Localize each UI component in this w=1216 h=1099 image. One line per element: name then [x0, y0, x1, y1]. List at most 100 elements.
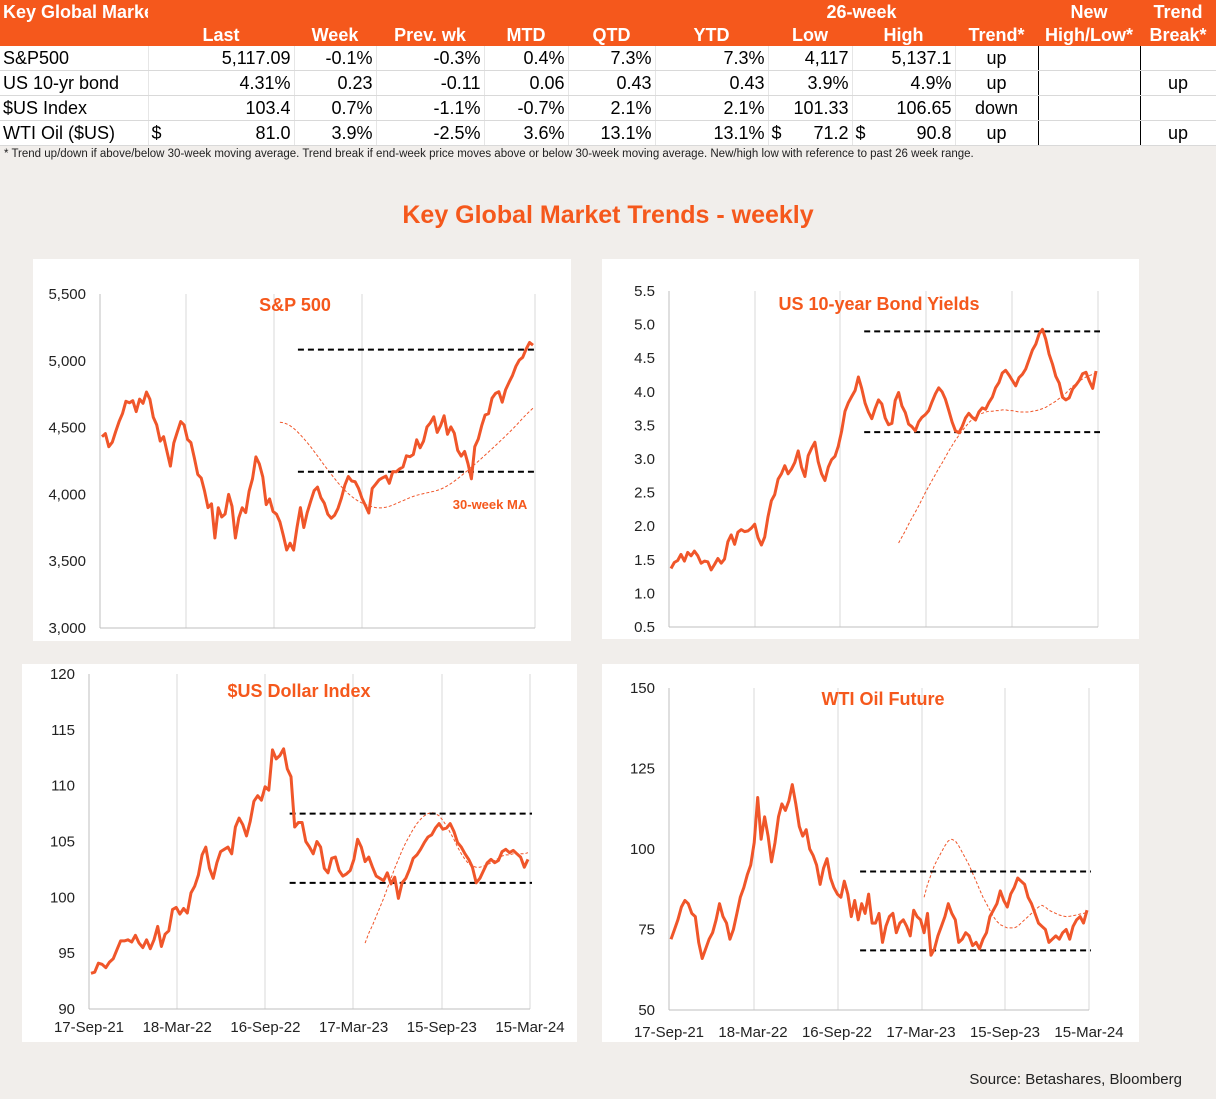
- y-tick-label: 2.0: [634, 518, 655, 535]
- price-line: [669, 327, 1098, 572]
- chart-panel-us-dollar: 90 95 100 105 110 115 120 17-Sep-21 18-Mar-22 16-…: [22, 664, 577, 1042]
- header-prev-wk: Prev. wk: [376, 23, 484, 46]
- sp500-chart: 3,000 3,500 4,000 4,500 5,000 5,500 S&P 500 30-…: [48, 286, 537, 637]
- header-week: Week: [294, 23, 376, 46]
- cell-prev-wk: -1.1%: [376, 95, 485, 121]
- cell-mtd: 3.6%: [484, 120, 569, 146]
- y-tick-label: 95: [58, 945, 75, 962]
- cell-mtd: 0.06: [484, 70, 569, 96]
- currency-prefix: $: [771, 122, 782, 143]
- cell-week: 3.9%: [294, 120, 377, 146]
- cell-ytd: 2.1%: [655, 95, 769, 121]
- cell-ytd: 13.1%: [655, 120, 769, 146]
- cell-trend: up: [955, 120, 1039, 146]
- y-tick-label: 150: [630, 680, 655, 697]
- y-tick-label: 3.0: [634, 451, 655, 468]
- cell-last: 4.31%: [148, 70, 295, 96]
- y-tick-label: 1.0: [634, 585, 655, 602]
- header-high-low: High/Low*: [1038, 23, 1140, 46]
- cell-low: $71.2: [768, 120, 853, 146]
- x-tick-label: 18-Mar-22: [718, 1024, 787, 1041]
- x-tick-label: 15-Sep-23: [407, 1019, 477, 1036]
- chart-title: WTI Oil Future: [822, 689, 945, 709]
- header-last: Last: [148, 23, 294, 46]
- x-tick-label: 18-Mar-22: [143, 1019, 212, 1036]
- cell-qtd: 2.1%: [568, 95, 656, 121]
- x-tick-label: 15-Mar-24: [1054, 1024, 1123, 1041]
- chart-title: $US Dollar Index: [227, 681, 370, 701]
- cell-low-value: 71.2: [813, 122, 849, 143]
- cell-qtd: 13.1%: [568, 120, 656, 146]
- cell-trend-break: up: [1140, 120, 1216, 146]
- cell-mtd: -0.7%: [484, 95, 569, 121]
- header-mtd: MTD: [484, 23, 568, 46]
- cell-trend: up: [955, 46, 1039, 71]
- table-title: Key Global Markets: [0, 0, 148, 23]
- x-tick-label: 17-Sep-21: [634, 1024, 704, 1041]
- cell-low: 101.33: [768, 95, 853, 121]
- currency-prefix: $: [151, 122, 162, 143]
- chart-panel-sp500: 3,000 3,500 4,000 4,500 5,000 5,500 S&P 500 30-…: [33, 259, 571, 641]
- y-tick-label: 125: [630, 761, 655, 778]
- ma-annotation: 30-week MA: [453, 497, 528, 512]
- cell-new-high-low: [1038, 70, 1141, 96]
- cell-low: 4,117: [768, 46, 853, 71]
- cell-last: $81.0: [148, 120, 295, 146]
- x-tick-label: 15-Mar-24: [495, 1019, 564, 1036]
- x-tick-label: 17-Sep-21: [54, 1019, 124, 1036]
- cell-ytd: 7.3%: [655, 46, 769, 71]
- y-tick-label: 105: [50, 834, 75, 851]
- y-tick-label: 75: [638, 922, 655, 939]
- x-tick-label: 17-Mar-23: [886, 1024, 955, 1041]
- cell-prev-wk: -2.5%: [376, 120, 485, 146]
- cell-high: $90.8: [852, 120, 956, 146]
- currency-prefix: $: [855, 122, 866, 143]
- group-header-26-week: 26-week: [768, 0, 955, 23]
- y-tick-label: 120: [50, 666, 75, 683]
- header-trend: Trend: [1140, 0, 1216, 23]
- row-name: S&P500: [0, 46, 149, 71]
- x-tick-label: 16-Sep-22: [802, 1024, 872, 1041]
- cell-high: 4.9%: [852, 70, 956, 96]
- table-row-wti-oil: WTI Oil ($US) $81.0 3.9% -2.5% 3.6% 13.1…: [0, 120, 1216, 146]
- y-tick-label: 100: [50, 889, 75, 906]
- price-line: [669, 783, 1089, 960]
- y-tick-label: 90: [58, 1001, 75, 1018]
- y-tick-label: 115: [51, 722, 75, 739]
- cell-trend-break: [1140, 95, 1216, 121]
- y-tick-label: 4,000: [48, 486, 86, 503]
- y-tick-label: 110: [51, 778, 75, 795]
- cell-last: 5,117.09: [148, 46, 295, 71]
- key-global-markets-table: Key Global Markets 26-week New Trend Las…: [0, 0, 1216, 146]
- y-tick-label: 4.0: [634, 384, 655, 401]
- cell-prev-wk: -0.3%: [376, 46, 485, 71]
- chart-panel-wti-oil: 50 75 100 125 150 17-Sep-21 18-Mar-22 16-Sep-22…: [602, 664, 1139, 1042]
- cell-qtd: 7.3%: [568, 46, 656, 71]
- row-name: US 10-yr bond: [0, 70, 149, 96]
- y-tick-label: 0.5: [634, 619, 655, 636]
- main-title: Key Global Market Trends - weekly: [402, 201, 814, 229]
- cell-trend-break: [1140, 46, 1216, 71]
- cell-high-value: 90.8: [916, 122, 952, 143]
- cell-ytd: 0.43: [655, 70, 769, 96]
- moving-average-line: [923, 838, 1088, 929]
- y-tick-label: 5.0: [634, 317, 655, 334]
- cell-last-value: 81.0: [255, 122, 291, 143]
- header-trend-star: Trend*: [955, 23, 1038, 46]
- x-tick-label: 17-Mar-23: [319, 1019, 388, 1036]
- y-tick-label: 5.5: [634, 283, 655, 300]
- cell-new-high-low: [1038, 46, 1141, 71]
- x-tick-label: 15-Sep-23: [970, 1024, 1040, 1041]
- table-footnote: * Trend up/down if above/below 30-week m…: [4, 148, 974, 160]
- y-tick-label: 3,500: [48, 553, 86, 570]
- y-tick-label: 1.5: [634, 552, 655, 569]
- table-row-sp500: S&P500 5,117.09 -0.1% -0.3% 0.4% 7.3% 7.…: [0, 46, 1216, 71]
- cell-new-high-low: [1038, 120, 1141, 146]
- us-dollar-chart: 90 95 100 105 110 115 120 17-Sep-21 18-Mar-22 16-…: [50, 666, 565, 1036]
- y-tick-label: 2.5: [634, 485, 655, 502]
- row-name: $US Index: [0, 95, 149, 121]
- y-tick-label: 50: [638, 1002, 655, 1019]
- header-qtd: QTD: [568, 23, 655, 46]
- cell-new-high-low: [1038, 95, 1141, 121]
- cell-week: 0.23: [294, 70, 377, 96]
